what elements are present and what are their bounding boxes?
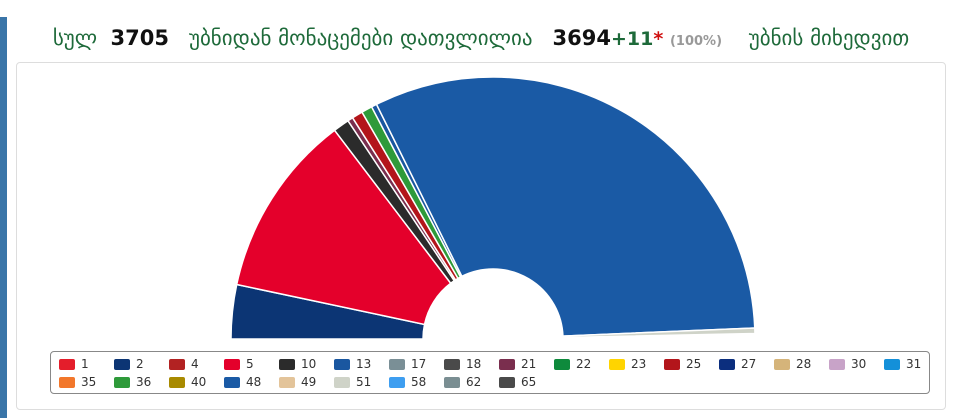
- legend-item-13[interactable]: 13: [334, 356, 389, 373]
- legend-swatch: [279, 359, 295, 370]
- legend-item-65[interactable]: 65: [499, 374, 554, 391]
- semicircle-chart: [230, 76, 756, 340]
- legend-swatch: [224, 359, 240, 370]
- legend-swatch: [829, 359, 845, 370]
- legend-label: 18: [466, 357, 482, 371]
- legend-label: 2: [136, 357, 144, 371]
- suffix-label: უბნის მიხედვით: [748, 26, 910, 50]
- legend-swatch: [554, 359, 570, 370]
- legend-item-23[interactable]: 23: [609, 356, 664, 373]
- results-header: სულ 3705 უბნიდან მონაცემები დათვლილია 36…: [16, 20, 946, 56]
- legend-swatch: [114, 377, 130, 388]
- legend-swatch: [444, 359, 460, 370]
- legend-item-1[interactable]: 1: [59, 356, 114, 373]
- slice-5[interactable]: [235, 129, 452, 326]
- star-mark: *: [653, 28, 664, 50]
- legend-item-51[interactable]: 51: [334, 374, 389, 391]
- legend-item-4[interactable]: 4: [169, 356, 224, 373]
- total-precincts: 3705: [110, 26, 169, 50]
- legend-label: 35: [81, 375, 97, 389]
- legend-swatch: [444, 377, 460, 388]
- legend-item-22[interactable]: 22: [554, 356, 609, 373]
- legend-label: 27: [741, 357, 757, 371]
- legend-label: 5: [246, 357, 254, 371]
- counted-label: უბნიდან მონაცემები დათვლილია: [188, 26, 533, 50]
- legend-swatch: [499, 359, 515, 370]
- legend-item-30[interactable]: 30: [829, 356, 884, 373]
- total-label: სულ: [52, 26, 98, 50]
- legend-item-21[interactable]: 21: [499, 356, 554, 373]
- legend-swatch: [609, 359, 625, 370]
- legend-swatch: [59, 359, 75, 370]
- counted-precincts: 3694: [552, 26, 611, 50]
- legend-label: 48: [246, 375, 262, 389]
- legend-row: 1 2 4 5 10 13 17 18 21 22 23 25 27 28 30 31: [59, 356, 939, 373]
- legend-label: 65: [521, 375, 537, 389]
- legend-swatch: [169, 359, 185, 370]
- legend-swatch: [334, 359, 350, 370]
- legend-swatch: [279, 377, 295, 388]
- legend-label: 58: [411, 375, 427, 389]
- legend-label: 28: [796, 357, 812, 371]
- legend-item-36[interactable]: 36: [114, 374, 169, 391]
- legend-swatch: [224, 377, 240, 388]
- legend-swatch: [114, 359, 130, 370]
- legend-label: 23: [631, 357, 647, 371]
- percent-counted: (100%): [669, 34, 723, 49]
- legend-label: 22: [576, 357, 592, 371]
- legend-label: 36: [136, 375, 152, 389]
- legend-item-58[interactable]: 58: [389, 374, 444, 391]
- legend-label: 21: [521, 357, 537, 371]
- legend-item-25[interactable]: 25: [664, 356, 719, 373]
- legend-label: 10: [301, 357, 317, 371]
- legend-label: 62: [466, 375, 482, 389]
- legend-item-40[interactable]: 40: [169, 374, 224, 391]
- legend-swatch: [389, 359, 405, 370]
- legend-label: 13: [356, 357, 372, 371]
- legend-label: 49: [301, 375, 317, 389]
- legend-label: 4: [191, 357, 199, 371]
- legend-row: 35 36 40 48 49 51 58 62 65: [59, 374, 554, 391]
- legend-swatch: [664, 359, 680, 370]
- legend-item-48[interactable]: 48: [224, 374, 279, 391]
- legend-item-28[interactable]: 28: [774, 356, 829, 373]
- plus-value: 11: [626, 28, 654, 50]
- legend-item-18[interactable]: 18: [444, 356, 499, 373]
- legend-label: 17: [411, 357, 427, 371]
- legend-swatch: [774, 359, 790, 370]
- plus-prefix: +: [610, 28, 627, 50]
- legend-item-31[interactable]: 31: [884, 356, 939, 373]
- legend-item-17[interactable]: 17: [389, 356, 444, 373]
- slice-51[interactable]: [562, 327, 756, 339]
- legend-swatch: [389, 377, 405, 388]
- slice-48[interactable]: [375, 76, 756, 337]
- legend-item-5[interactable]: 5: [224, 356, 279, 373]
- legend-swatch: [884, 359, 900, 370]
- legend-swatch: [499, 377, 515, 388]
- legend-label: 1: [81, 357, 89, 371]
- legend-label: 31: [906, 357, 922, 371]
- chart-panel: [16, 62, 946, 410]
- legend-item-27[interactable]: 27: [719, 356, 774, 373]
- legend-label: 51: [356, 375, 372, 389]
- chart-legend: 1 2 4 5 10 13 17 18 21 22 23 25 27 28 30 31 35 36 40 48 49 5…: [50, 351, 930, 394]
- legend-item-2[interactable]: 2: [114, 356, 169, 373]
- legend-label: 40: [191, 375, 207, 389]
- legend-item-35[interactable]: 35: [59, 374, 114, 391]
- accent-bar: [0, 17, 7, 418]
- legend-swatch: [169, 377, 185, 388]
- legend-label: 25: [686, 357, 702, 371]
- legend-swatch: [334, 377, 350, 388]
- legend-label: 30: [851, 357, 867, 371]
- legend-swatch: [59, 377, 75, 388]
- legend-item-49[interactable]: 49: [279, 374, 334, 391]
- legend-swatch: [719, 359, 735, 370]
- legend-item-62[interactable]: 62: [444, 374, 499, 391]
- legend-item-10[interactable]: 10: [279, 356, 334, 373]
